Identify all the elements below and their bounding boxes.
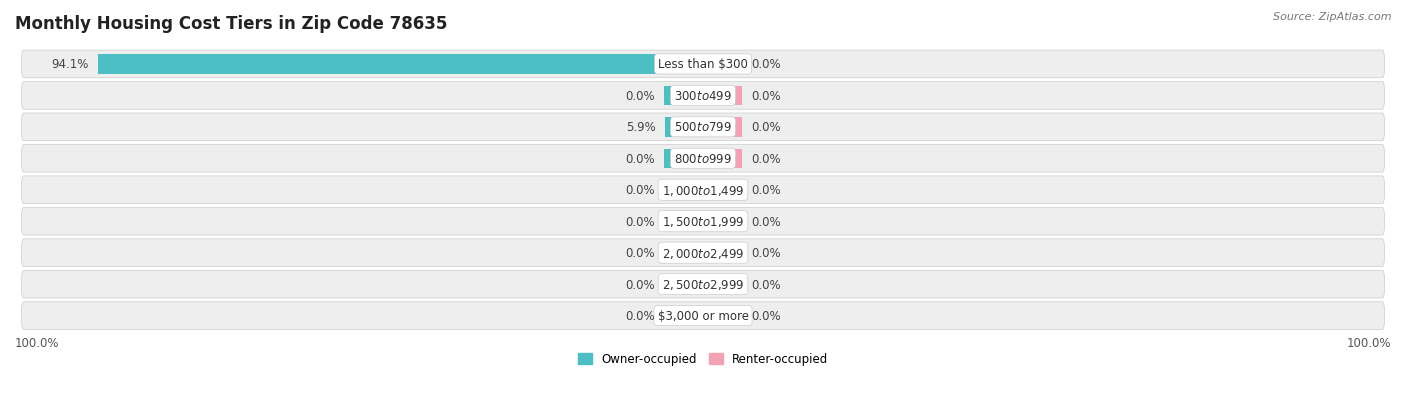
Text: 0.0%: 0.0% bbox=[751, 90, 780, 102]
Bar bbox=[665, 86, 703, 106]
FancyBboxPatch shape bbox=[21, 176, 1385, 204]
Text: 0.0%: 0.0% bbox=[751, 184, 780, 197]
Bar bbox=[665, 306, 703, 325]
Text: $1,500 to $1,999: $1,500 to $1,999 bbox=[662, 215, 744, 229]
Text: 0.0%: 0.0% bbox=[751, 278, 780, 291]
Text: 0.0%: 0.0% bbox=[626, 215, 655, 228]
Text: 0.0%: 0.0% bbox=[751, 215, 780, 228]
FancyBboxPatch shape bbox=[21, 208, 1385, 235]
Bar bbox=[703, 118, 741, 137]
Bar bbox=[703, 86, 741, 106]
Text: 0.0%: 0.0% bbox=[626, 247, 655, 259]
Legend: Owner-occupied, Renter-occupied: Owner-occupied, Renter-occupied bbox=[572, 348, 834, 370]
Text: 100.0%: 100.0% bbox=[1347, 336, 1391, 349]
Text: 0.0%: 0.0% bbox=[626, 309, 655, 322]
Bar bbox=[703, 212, 741, 231]
Bar bbox=[665, 118, 703, 137]
Bar bbox=[665, 212, 703, 231]
FancyBboxPatch shape bbox=[21, 271, 1385, 298]
Text: 0.0%: 0.0% bbox=[626, 152, 655, 165]
Bar bbox=[665, 180, 703, 200]
Bar bbox=[703, 243, 741, 263]
Text: 100.0%: 100.0% bbox=[15, 336, 59, 349]
Bar bbox=[703, 275, 741, 294]
Text: 0.0%: 0.0% bbox=[626, 90, 655, 102]
Bar bbox=[703, 306, 741, 325]
Text: 0.0%: 0.0% bbox=[751, 247, 780, 259]
FancyBboxPatch shape bbox=[21, 51, 1385, 78]
Text: 0.0%: 0.0% bbox=[626, 278, 655, 291]
Bar bbox=[703, 180, 741, 200]
Text: 0.0%: 0.0% bbox=[626, 184, 655, 197]
Text: 0.0%: 0.0% bbox=[751, 152, 780, 165]
Bar bbox=[703, 55, 741, 74]
FancyBboxPatch shape bbox=[21, 114, 1385, 141]
Bar bbox=[665, 275, 703, 294]
Bar bbox=[665, 149, 703, 169]
Text: $2,500 to $2,999: $2,500 to $2,999 bbox=[662, 278, 744, 292]
FancyBboxPatch shape bbox=[21, 239, 1385, 267]
Text: Less than $300: Less than $300 bbox=[658, 58, 748, 71]
Text: 0.0%: 0.0% bbox=[751, 309, 780, 322]
Text: $1,000 to $1,499: $1,000 to $1,499 bbox=[662, 183, 744, 197]
Bar bbox=[665, 243, 703, 263]
FancyBboxPatch shape bbox=[21, 302, 1385, 330]
Bar bbox=[703, 149, 741, 169]
Text: 0.0%: 0.0% bbox=[751, 58, 780, 71]
Text: $500 to $799: $500 to $799 bbox=[673, 121, 733, 134]
Text: 0.0%: 0.0% bbox=[751, 121, 780, 134]
Bar bbox=[98, 55, 703, 74]
Text: $3,000 or more: $3,000 or more bbox=[658, 309, 748, 322]
Text: $2,000 to $2,499: $2,000 to $2,499 bbox=[662, 246, 744, 260]
Text: 94.1%: 94.1% bbox=[51, 58, 89, 71]
Text: Source: ZipAtlas.com: Source: ZipAtlas.com bbox=[1274, 12, 1392, 22]
Text: $800 to $999: $800 to $999 bbox=[673, 152, 733, 165]
FancyBboxPatch shape bbox=[21, 145, 1385, 173]
FancyBboxPatch shape bbox=[21, 82, 1385, 110]
Text: $300 to $499: $300 to $499 bbox=[673, 90, 733, 102]
Text: Monthly Housing Cost Tiers in Zip Code 78635: Monthly Housing Cost Tiers in Zip Code 7… bbox=[15, 15, 447, 33]
Text: 5.9%: 5.9% bbox=[626, 121, 655, 134]
